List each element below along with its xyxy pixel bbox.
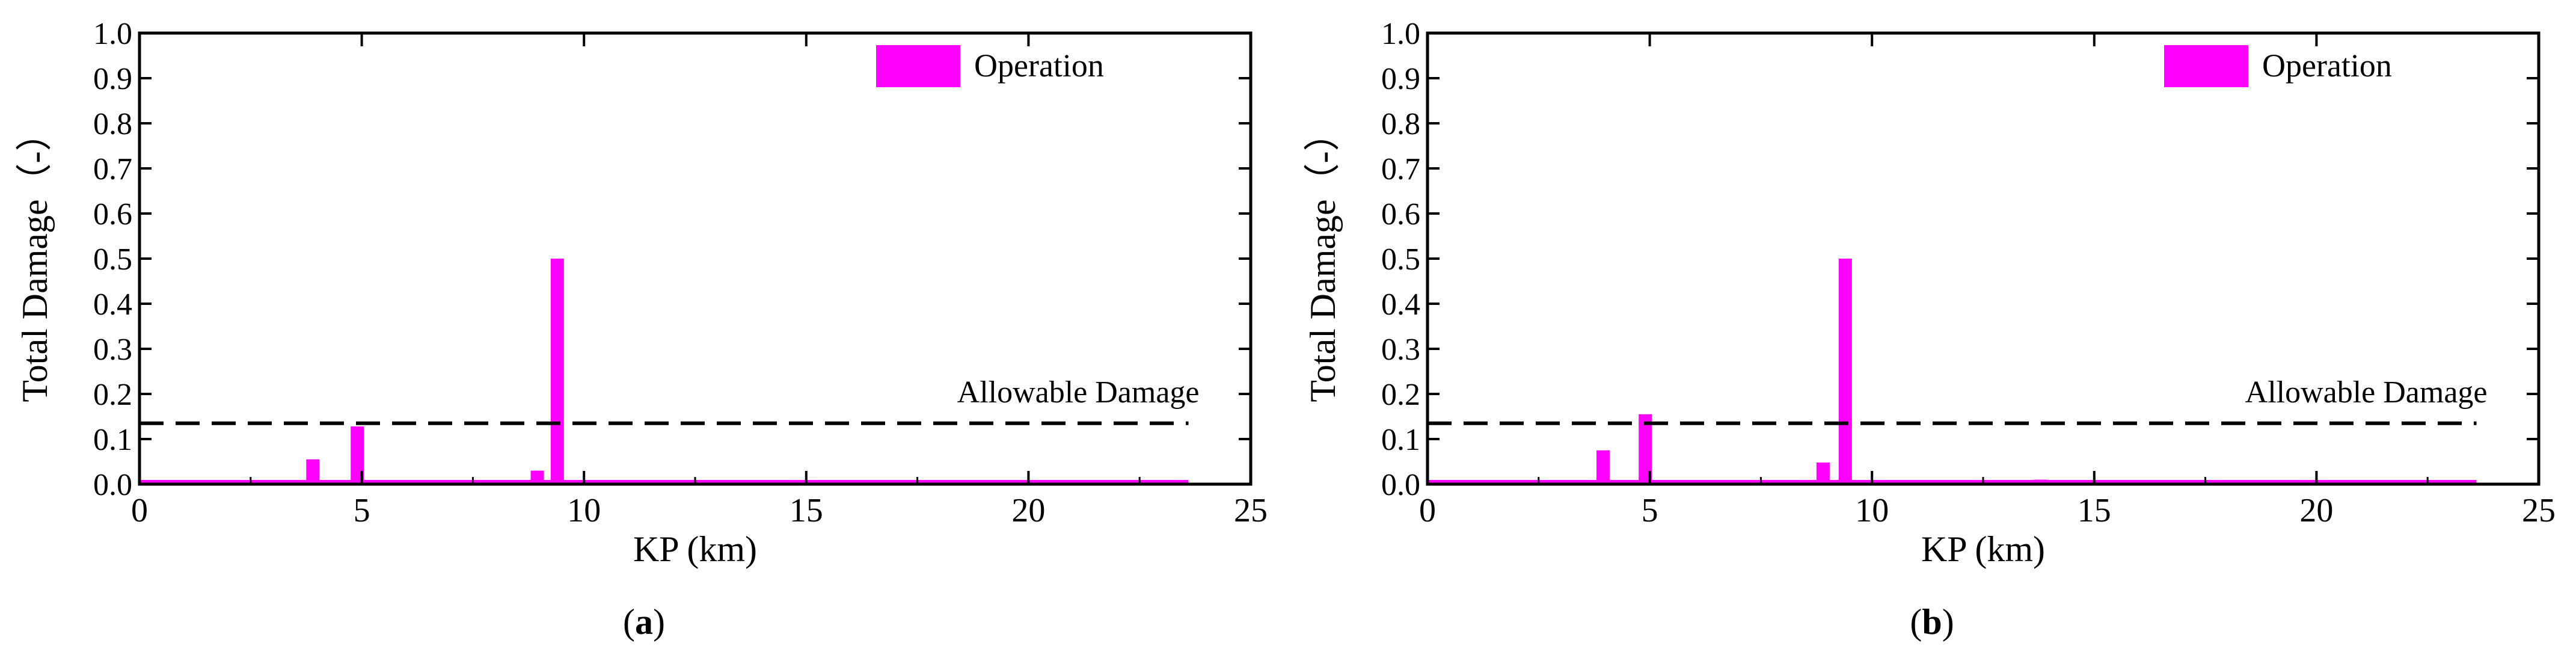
- caption-b-letter: b: [1922, 602, 1942, 642]
- caption-a-letter: a: [635, 602, 653, 642]
- allowable-damage-label: Allowable Damage: [957, 375, 1200, 410]
- caption-b-close: ): [1942, 602, 1954, 642]
- allowable-damage-label: Allowable Damage: [2245, 375, 2488, 410]
- x-tick-label-2: 10: [1855, 492, 1889, 529]
- bar-2: [530, 470, 544, 484]
- x-tick-label-3: 15: [790, 492, 823, 529]
- y-tick-label-1: 0.1: [1381, 423, 1420, 457]
- series-baseline: [140, 480, 1189, 484]
- y-tick-label-6: 0.6: [93, 197, 132, 232]
- x-tick-label-3: 15: [2078, 492, 2111, 529]
- x-tick-label-0: 0: [131, 492, 148, 529]
- y-tick-label-0: 0.0: [1381, 468, 1420, 502]
- x-tick-label-5: 25: [1234, 492, 1268, 529]
- y-tick-label-6: 0.6: [1381, 197, 1420, 232]
- y-tick-label-7: 0.7: [93, 152, 132, 186]
- x-axis-title: KP (km): [1921, 529, 2045, 569]
- chart-a: Allowable Damage 0 5 10 15 20 25 0.0 0.1 0.2 0.3 0.…: [15, 17, 1268, 569]
- caption-a-open: (: [623, 602, 635, 642]
- chart-b: Allowable Damage 0 5 10 15 20 25 0.0 0.1 0.2 0.3 0.…: [1303, 17, 2556, 569]
- y-tick-label-0: 0.0: [93, 468, 132, 502]
- x-tick-label-1: 5: [354, 492, 370, 529]
- x-tick-label-1: 5: [1642, 492, 1658, 529]
- y-tick-label-4: 0.4: [1381, 287, 1420, 322]
- legend-label: Operation: [974, 48, 1104, 84]
- y-tick-label-9: 0.9: [1381, 62, 1420, 96]
- x-tick-label-4: 20: [1011, 492, 1045, 529]
- y-tick-label-9: 0.9: [93, 62, 132, 96]
- bar-4: [1838, 259, 1852, 484]
- y-tick-label-2: 0.2: [93, 378, 132, 412]
- y-tick-label-10: 1.0: [93, 17, 132, 51]
- y-tick-label-5: 0.5: [93, 242, 132, 277]
- bar-1: [1596, 450, 1610, 484]
- y-tick-label-10: 1.0: [1381, 17, 1420, 51]
- y-axis-title: Total Damage（-）: [15, 115, 55, 402]
- y-tick-label-2: 0.2: [1381, 378, 1420, 412]
- caption-a-close: ): [653, 602, 665, 642]
- y-tick-label-4: 0.4: [93, 287, 132, 322]
- y-tick-label-7: 0.7: [1381, 152, 1420, 186]
- caption-b: (b): [1288, 601, 2576, 643]
- plot-frame: [1426, 31, 2541, 486]
- y-tick-label-5: 0.5: [1381, 242, 1420, 277]
- bar-1: [351, 426, 364, 484]
- y-tick-label-3: 0.3: [93, 333, 132, 367]
- caption-a: (a): [0, 601, 1288, 643]
- y-tick-label-3: 0.3: [1381, 333, 1420, 367]
- caption-b-open: (: [1910, 602, 1922, 642]
- chart-panel-b: Allowable Damage 0 5 10 15 20 25 0.0 0.1 0.2 0.3 0.…: [1288, 0, 2576, 664]
- bar-3: [1816, 463, 1830, 484]
- chart-panel-a: Allowable Damage 0 5 10 15 20 25 0.0 0.1 0.2 0.3 0.…: [0, 17, 1288, 643]
- bar-0: [1514, 481, 1528, 484]
- x-tick-label-4: 20: [2299, 492, 2333, 529]
- legend-swatch: [876, 45, 960, 87]
- x-axis-title: KP (km): [633, 529, 757, 569]
- x-tick-label-0: 0: [1419, 492, 1436, 529]
- bar-3: [550, 259, 564, 484]
- series-baseline: [1428, 480, 2477, 484]
- y-tick-label-1: 0.1: [93, 423, 132, 457]
- legend-label: Operation: [2262, 48, 2392, 84]
- legend-swatch: [2164, 45, 2248, 87]
- y-tick-label-8: 0.8: [1381, 107, 1420, 141]
- x-tick-label-2: 10: [567, 492, 601, 529]
- plot-frame: [138, 31, 1253, 486]
- y-axis-title: Total Damage（-）: [1303, 115, 1343, 402]
- x-tick-label-5: 25: [2522, 492, 2556, 529]
- bar-2: [1639, 414, 1652, 484]
- y-tick-label-8: 0.8: [93, 107, 132, 141]
- bar-5: [2034, 479, 2048, 484]
- bar-0: [306, 459, 320, 484]
